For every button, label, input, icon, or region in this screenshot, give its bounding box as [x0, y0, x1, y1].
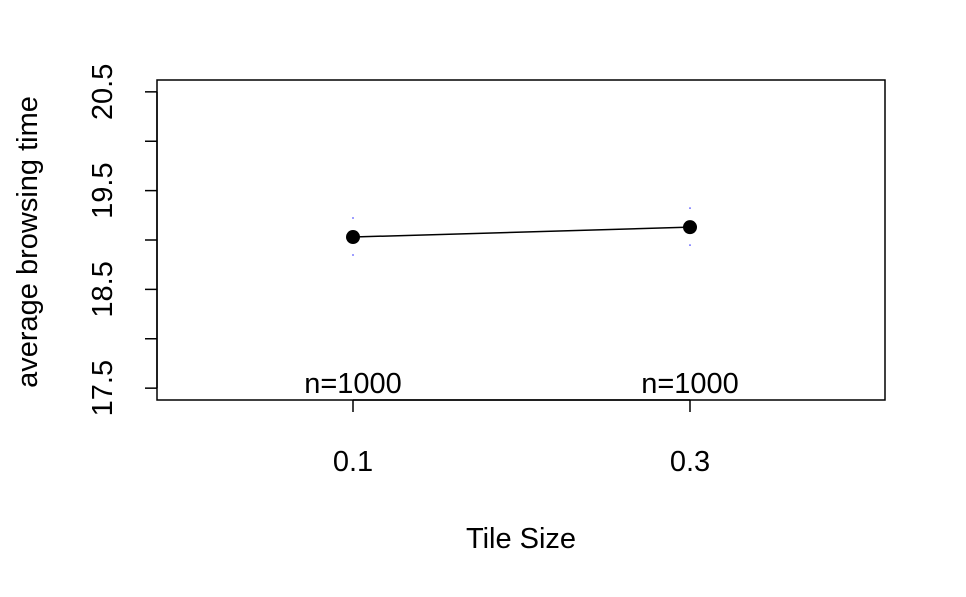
data-point — [683, 220, 697, 235]
x-tick-label: 0.1 — [333, 446, 373, 478]
x-tick-label: 0.3 — [670, 446, 710, 478]
series-line — [352, 226, 691, 238]
y-tick-label: 17.5 — [87, 360, 119, 416]
y-tick-label: 20.5 — [87, 64, 119, 120]
y-tick-label: 18.5 — [87, 261, 119, 317]
y-axis: 17.5 18.5 19.5 20.5 — [87, 64, 158, 416]
n-label: n=1000 — [304, 368, 402, 400]
plot-frame — [156, 79, 886, 401]
x-axis-title: Tile Size — [466, 523, 576, 555]
y-axis-title: average browsing time — [12, 96, 44, 388]
y-tick-label: 19.5 — [87, 162, 119, 218]
x-axis: 0.1 0.3 — [333, 399, 710, 478]
data-point — [346, 230, 360, 245]
n-label: n=1000 — [641, 368, 739, 400]
plot-layer: n=1000 n=1000 — [304, 207, 739, 400]
